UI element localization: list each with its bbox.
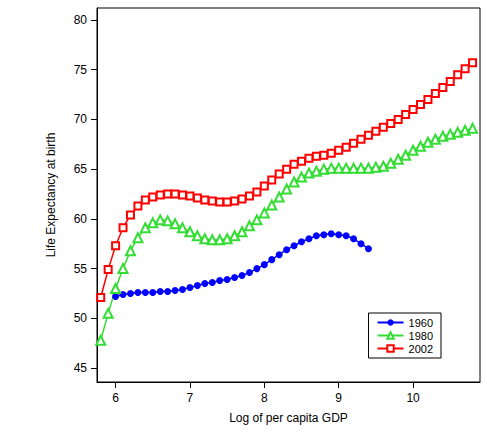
svg-text:60: 60 (74, 212, 88, 226)
svg-text:50: 50 (74, 311, 88, 325)
svg-text:80: 80 (74, 13, 88, 27)
svg-text:2002: 2002 (409, 343, 433, 355)
svg-text:75: 75 (74, 63, 88, 77)
svg-text:9: 9 (335, 391, 342, 405)
svg-text:6: 6 (112, 391, 119, 405)
svg-text:8: 8 (261, 391, 268, 405)
svg-text:7: 7 (187, 391, 194, 405)
svg-text:1960: 1960 (409, 317, 433, 329)
svg-text:Life Expectancy at birth: Life Expectancy at birth (44, 133, 58, 258)
svg-text:70: 70 (74, 112, 88, 126)
svg-text:1980: 1980 (409, 330, 433, 342)
svg-text:45: 45 (74, 361, 88, 375)
svg-text:Log of per capita GDP: Log of per capita GDP (229, 411, 348, 425)
svg-text:10: 10 (406, 391, 420, 405)
svg-text:65: 65 (74, 162, 88, 176)
svg-text:55: 55 (74, 262, 88, 276)
